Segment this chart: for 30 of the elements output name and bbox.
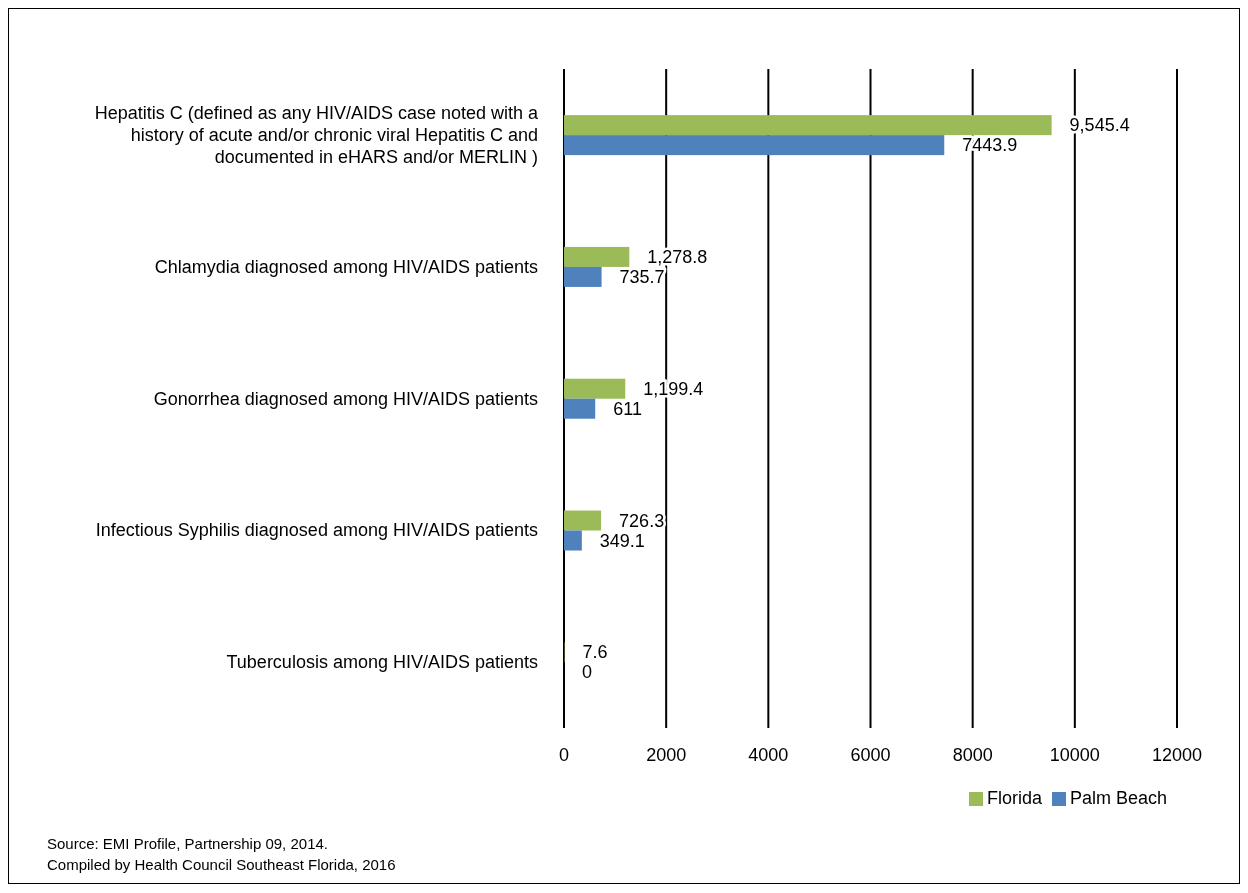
y-tick-label: Gonorrhea diagnosed among HIV/AIDS patients: [153, 388, 538, 409]
data-label: 7.6: [582, 642, 608, 663]
legend-label: Palm Beach: [1069, 788, 1167, 808]
y-tick-label: Infectious Syphilis diagnosed among HIV/AIDS patients: [95, 520, 538, 541]
bar: [564, 266, 602, 287]
x-tick-label: 0: [558, 744, 570, 765]
bar: [564, 246, 630, 267]
data-label: 0: [582, 662, 593, 683]
x-tick-label: 8000: [952, 744, 993, 765]
x-tick-label: 4000: [748, 744, 789, 765]
x-tick-label: 12000: [1151, 744, 1203, 765]
y-tick-label: Tuberculosis among HIV/AIDS patients: [226, 652, 538, 673]
x-tick-label: 6000: [850, 744, 891, 765]
bar: [564, 135, 945, 156]
data-label: 349.1: [599, 530, 645, 551]
data-label: 735.7: [619, 266, 665, 287]
legend-label: Florida: [986, 788, 1042, 808]
bar: [564, 510, 602, 531]
x-tick-label: 2000: [646, 744, 687, 765]
bar: [564, 530, 582, 551]
bar: [564, 398, 596, 419]
x-tick-label: 10000: [1049, 744, 1100, 765]
bar: [564, 115, 1052, 136]
data-label: 611: [613, 398, 642, 419]
y-tick-label: Chlamydia diagnosed among HIV/AIDS patients: [154, 256, 538, 277]
bar: [564, 378, 626, 399]
source-note: Source: EMI Profile, Partnership 09, 2014.: [47, 834, 329, 854]
text: Compiled by Health Council Southeast Florida, 2016: [47, 855, 396, 875]
y-tick-label: Hepatitis C (defined as any HIV/AIDS case noted with a history of acute and/or chronic viral Hepatitis C and documented in eHARS and/or MERLIN ): [94, 102, 539, 167]
data-label: 726.3: [619, 510, 665, 531]
